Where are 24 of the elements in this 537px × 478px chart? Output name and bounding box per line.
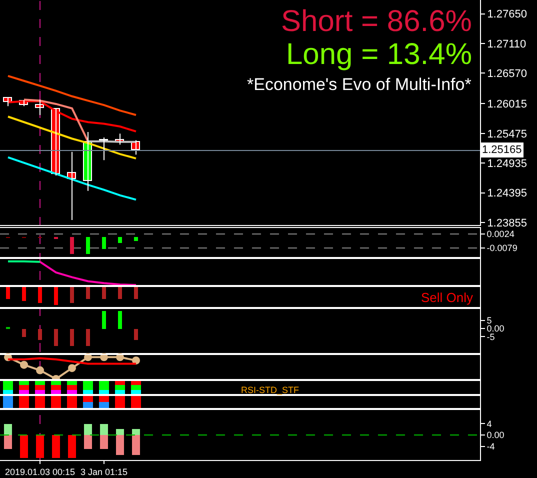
y-tick-label: 0.0024 [486, 229, 514, 240]
annotation: Long = 13.4% [286, 38, 472, 71]
y-tick-label: 1.26015 [487, 98, 527, 111]
x-tick-label: 3 Jan 01:15 [80, 466, 128, 477]
y-tick-label: -5 [486, 332, 495, 342]
y-tick-label: 0.00 [486, 324, 504, 334]
y-tick-label: 5 [486, 316, 492, 326]
annotation: Short = 86.6% [281, 5, 472, 38]
y-tick-label: 1.24395 [487, 188, 527, 200]
x-tick-label: 2019.01.03 00:15 [4, 466, 76, 477]
y-tick-label: 1.23855 [487, 217, 527, 230]
y-tick-label: -0.0079 [486, 243, 518, 254]
y-tick-label: 4 [486, 418, 492, 429]
y-tick-label: 1.27650 [487, 8, 527, 21]
y-tick-label: 1.27110 [487, 38, 526, 50]
y-tick-label: 1.26570 [487, 68, 527, 80]
y-tick-label: 1.25475 [487, 128, 527, 140]
y-tick-label: 1.24935 [487, 158, 527, 170]
annotation: Sell Only [421, 290, 474, 305]
ref-line-label: 1.25165 [482, 144, 522, 156]
annotation: RSI-STD_STF [241, 385, 300, 395]
y-tick-label: 0.00 [486, 430, 504, 440]
y-tick-label: -4 [486, 442, 495, 452]
annotation: *Econome's Evo of Multi-Info* [247, 75, 472, 94]
